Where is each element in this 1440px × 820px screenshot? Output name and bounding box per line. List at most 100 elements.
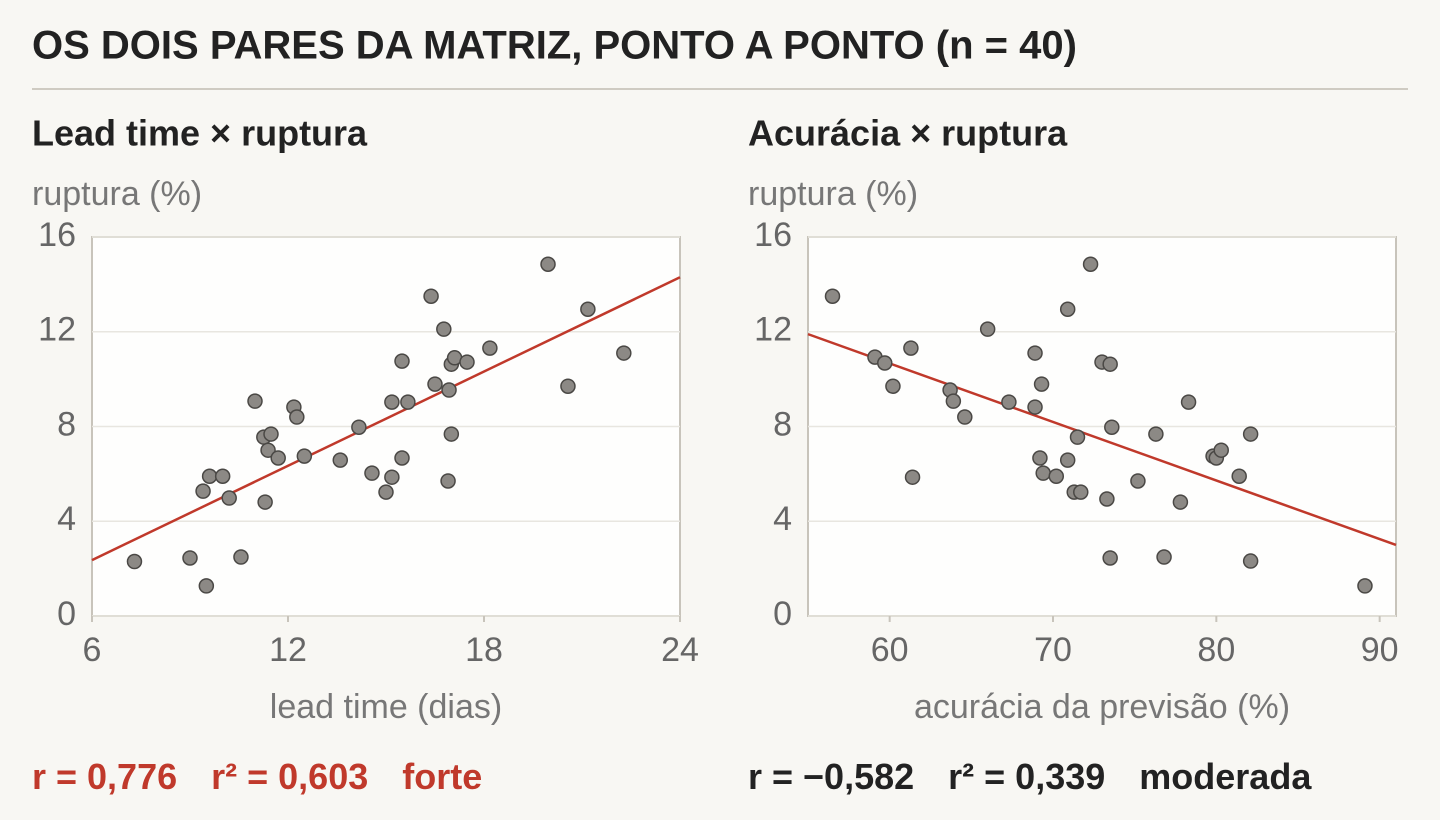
trend-line bbox=[807, 332, 1397, 547]
point bbox=[270, 450, 286, 466]
point bbox=[885, 378, 901, 394]
y-tick-label: 0 bbox=[773, 595, 792, 633]
point bbox=[1104, 419, 1120, 435]
point bbox=[1059, 452, 1076, 468]
point bbox=[1102, 550, 1118, 566]
point bbox=[1082, 256, 1099, 272]
point bbox=[1073, 484, 1089, 500]
y-axis-label: ruptura (%) bbox=[32, 175, 202, 213]
point bbox=[1213, 442, 1229, 458]
y-tick-label: 4 bbox=[773, 500, 792, 538]
y-tick-label: 8 bbox=[57, 405, 76, 443]
point bbox=[378, 484, 394, 500]
point bbox=[394, 450, 410, 466]
point bbox=[540, 256, 556, 272]
point bbox=[436, 321, 452, 337]
point bbox=[1027, 399, 1043, 415]
y-tick-label: 16 bbox=[754, 216, 792, 254]
point bbox=[616, 345, 632, 361]
point bbox=[1242, 426, 1259, 442]
point bbox=[957, 409, 973, 425]
point bbox=[1357, 578, 1373, 594]
y-tick-label: 8 bbox=[773, 405, 792, 443]
point bbox=[482, 340, 498, 356]
point bbox=[459, 354, 475, 370]
point bbox=[182, 550, 198, 566]
point bbox=[1156, 549, 1172, 565]
point bbox=[289, 409, 305, 425]
point bbox=[979, 321, 996, 337]
point bbox=[1180, 394, 1197, 410]
point bbox=[221, 490, 237, 506]
x-tick-label: 6 bbox=[83, 631, 102, 669]
x-tick-label: 18 bbox=[465, 631, 503, 669]
point bbox=[423, 288, 439, 304]
x-tick-label: 24 bbox=[661, 631, 699, 669]
trend-line bbox=[91, 276, 681, 562]
point bbox=[1148, 426, 1164, 442]
point bbox=[400, 394, 416, 410]
stat: r² = 0,339 bbox=[948, 756, 1105, 797]
point bbox=[1130, 473, 1146, 489]
point bbox=[1027, 345, 1043, 361]
x-tick-label: 90 bbox=[1361, 631, 1399, 669]
point bbox=[904, 469, 921, 485]
chart-title: Acurácia × ruptura bbox=[748, 113, 1068, 154]
chart-title: Lead time × ruptura bbox=[32, 113, 368, 154]
page-title: OS DOIS PARES DA MATRIZ, PONTO A PONTO (… bbox=[32, 24, 1077, 68]
point bbox=[1032, 450, 1048, 466]
x-tick-label: 80 bbox=[1197, 631, 1235, 669]
stat: moderada bbox=[1139, 756, 1312, 797]
y-axis-label: ruptura (%) bbox=[748, 175, 918, 213]
point bbox=[247, 393, 263, 409]
point bbox=[560, 378, 576, 394]
point bbox=[440, 473, 456, 489]
point bbox=[1059, 301, 1076, 317]
point bbox=[1048, 468, 1065, 484]
point bbox=[1099, 491, 1115, 507]
point bbox=[384, 394, 400, 410]
point bbox=[1069, 429, 1086, 445]
point bbox=[198, 578, 215, 594]
point bbox=[214, 468, 231, 484]
point bbox=[332, 452, 349, 468]
point bbox=[260, 442, 276, 458]
x-axis-label: acurácia da previsão (%) bbox=[914, 688, 1290, 726]
point bbox=[580, 301, 596, 317]
x-axis-label: lead time (dias) bbox=[270, 688, 502, 726]
point bbox=[364, 465, 380, 481]
point bbox=[233, 549, 249, 565]
stats: r = 0,776 r² = 0,603 forte bbox=[32, 756, 482, 797]
point bbox=[126, 553, 143, 570]
point bbox=[824, 288, 841, 304]
x-tick-label: 12 bbox=[269, 631, 307, 669]
point bbox=[1033, 376, 1050, 392]
y-tick-label: 0 bbox=[57, 595, 76, 633]
point bbox=[296, 448, 313, 464]
point bbox=[195, 483, 211, 499]
point bbox=[945, 393, 962, 409]
point bbox=[1035, 465, 1051, 481]
stat: forte bbox=[402, 756, 482, 797]
point bbox=[257, 494, 273, 510]
stat: r = 0,776 bbox=[32, 756, 177, 797]
point bbox=[443, 426, 460, 442]
y-tick-label: 4 bbox=[57, 500, 76, 538]
x-tick-label: 70 bbox=[1034, 631, 1072, 669]
y-tick-label: 16 bbox=[38, 216, 76, 254]
point bbox=[351, 419, 367, 435]
stat: r = −0,582 bbox=[748, 756, 914, 797]
y-tick-label: 12 bbox=[38, 311, 76, 349]
point bbox=[1231, 468, 1247, 484]
y-tick-label: 12 bbox=[754, 311, 792, 349]
x-tick-label: 60 bbox=[871, 631, 909, 669]
point bbox=[1001, 394, 1017, 410]
point bbox=[384, 469, 400, 485]
stats: r = −0,582 r² = 0,339 moderada bbox=[748, 756, 1312, 797]
stat: r² = 0,603 bbox=[211, 756, 368, 797]
point bbox=[263, 426, 279, 442]
point bbox=[877, 355, 893, 371]
point bbox=[441, 382, 457, 398]
point bbox=[1172, 494, 1189, 510]
